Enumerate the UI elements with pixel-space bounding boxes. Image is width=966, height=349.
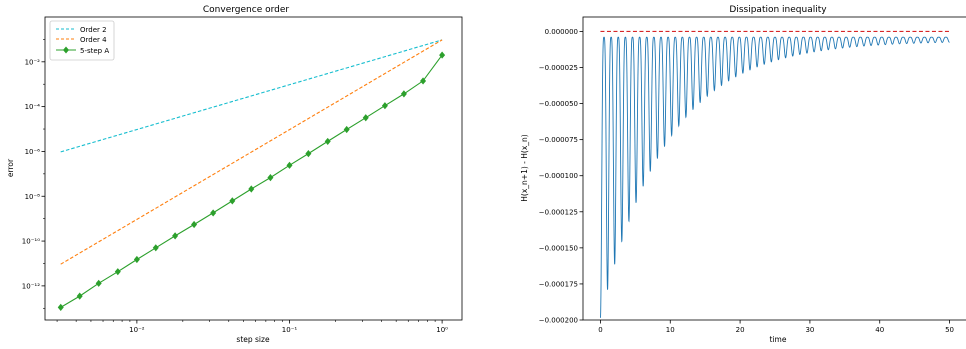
x-tick-label: 10⁻² (129, 326, 145, 334)
data-point-diamond (286, 161, 293, 169)
chart-title: Dissipation inequality (729, 5, 827, 15)
convergence-chart: Convergence order 10⁻² 10⁻¹ 10⁰10⁻¹²10⁻¹⁰1… (6, 5, 463, 344)
y-axis-label: error (6, 158, 15, 177)
axis-ticks: 10⁻² 10⁻¹ 10⁰ 10⁻¹² 10⁻¹⁰ 10⁻⁸ 10⁻⁶ 10⁻⁴ 10⁻² (22, 39, 448, 334)
y-tick-label: −0.000075 (539, 136, 578, 144)
data-point-diamond (57, 303, 64, 311)
y-tick-label: −0.000025 (539, 64, 578, 72)
data-point-diamond (114, 268, 121, 276)
series-lines (60, 39, 443, 308)
data-point-diamond (248, 185, 255, 193)
data-point-diamond (95, 279, 102, 287)
x-tick-label: 10⁰ (436, 326, 448, 334)
data-point-diamond (267, 173, 274, 182)
chart-title: Convergence order (203, 5, 289, 15)
y-tick-label: −0.000175 (539, 280, 578, 288)
legend: Order 2 Order 4 5-step A (49, 20, 115, 61)
dissipation-line (600, 36, 950, 318)
x-tick-label: 10⁻¹ (282, 326, 298, 334)
y-tick-label: 10⁻⁸ (25, 193, 41, 201)
data-point-diamond (76, 292, 83, 300)
legend-label-order-4: Order 4 (80, 36, 107, 44)
series-lines (600, 30, 950, 318)
x-axis-label: step size (236, 335, 270, 344)
x-axis-label: time (770, 335, 787, 344)
series-line-2 (60, 39, 443, 265)
data-point-diamond (172, 232, 179, 240)
dissipation-chart: Dissipation inequality 0 10 20 30 40 50 0.0000… (520, 5, 966, 344)
y-tick-label: −0.000150 (539, 244, 578, 252)
data-point-diamond (210, 209, 217, 217)
y-tick-label: −0.000200 (539, 317, 578, 325)
data-point-diamond (305, 150, 312, 158)
data-point-diamond (381, 102, 388, 110)
y-tick-label: 10⁻¹⁰ (22, 238, 40, 246)
y-tick-label: 10⁻⁴ (25, 103, 41, 111)
x-tick-label: 20 (736, 326, 745, 334)
y-tick-label: 10⁻¹² (22, 282, 40, 290)
legend-label-order-2: Order 2 (80, 26, 107, 34)
y-tick-label: 0.000000 (545, 28, 578, 36)
data-point-diamond (439, 51, 446, 59)
plot-frame (582, 16, 966, 321)
data-point-diamond (229, 197, 236, 205)
x-tick-label: 30 (805, 326, 814, 334)
y-tick-label: 10⁻⁶ (25, 148, 41, 156)
series-line-1 (60, 39, 443, 153)
data-point-diamond (362, 114, 369, 122)
y-axis-label: H(x_n+1) - H(x_n) (520, 134, 529, 201)
y-tick-label: −0.000100 (539, 172, 578, 180)
data-point-diamond (191, 220, 198, 229)
series-markers (57, 51, 446, 311)
y-tick-label: −0.000050 (539, 100, 578, 108)
y-tick-label: 10⁻² (25, 58, 41, 66)
data-point-diamond (400, 90, 407, 98)
x-tick-label: 10 (666, 326, 675, 334)
data-point-diamond (324, 137, 331, 146)
y-tick-label: −0.000125 (539, 208, 578, 216)
x-tick-label: 40 (875, 326, 884, 334)
data-point-diamond (133, 255, 140, 264)
x-tick-label: 0 (598, 326, 602, 334)
data-point-diamond (152, 244, 159, 252)
plot-frame (44, 16, 463, 321)
x-tick-label: 50 (945, 326, 954, 334)
legend-label-5-step: 5-step A (80, 47, 109, 55)
legend-marker-5-step (63, 46, 69, 54)
data-point-diamond (343, 125, 350, 134)
data-point-diamond (420, 77, 427, 85)
axis-ticks: 0 10 20 30 40 50 0.000000 −0.000025 −0.000050 −0.… (539, 28, 954, 334)
